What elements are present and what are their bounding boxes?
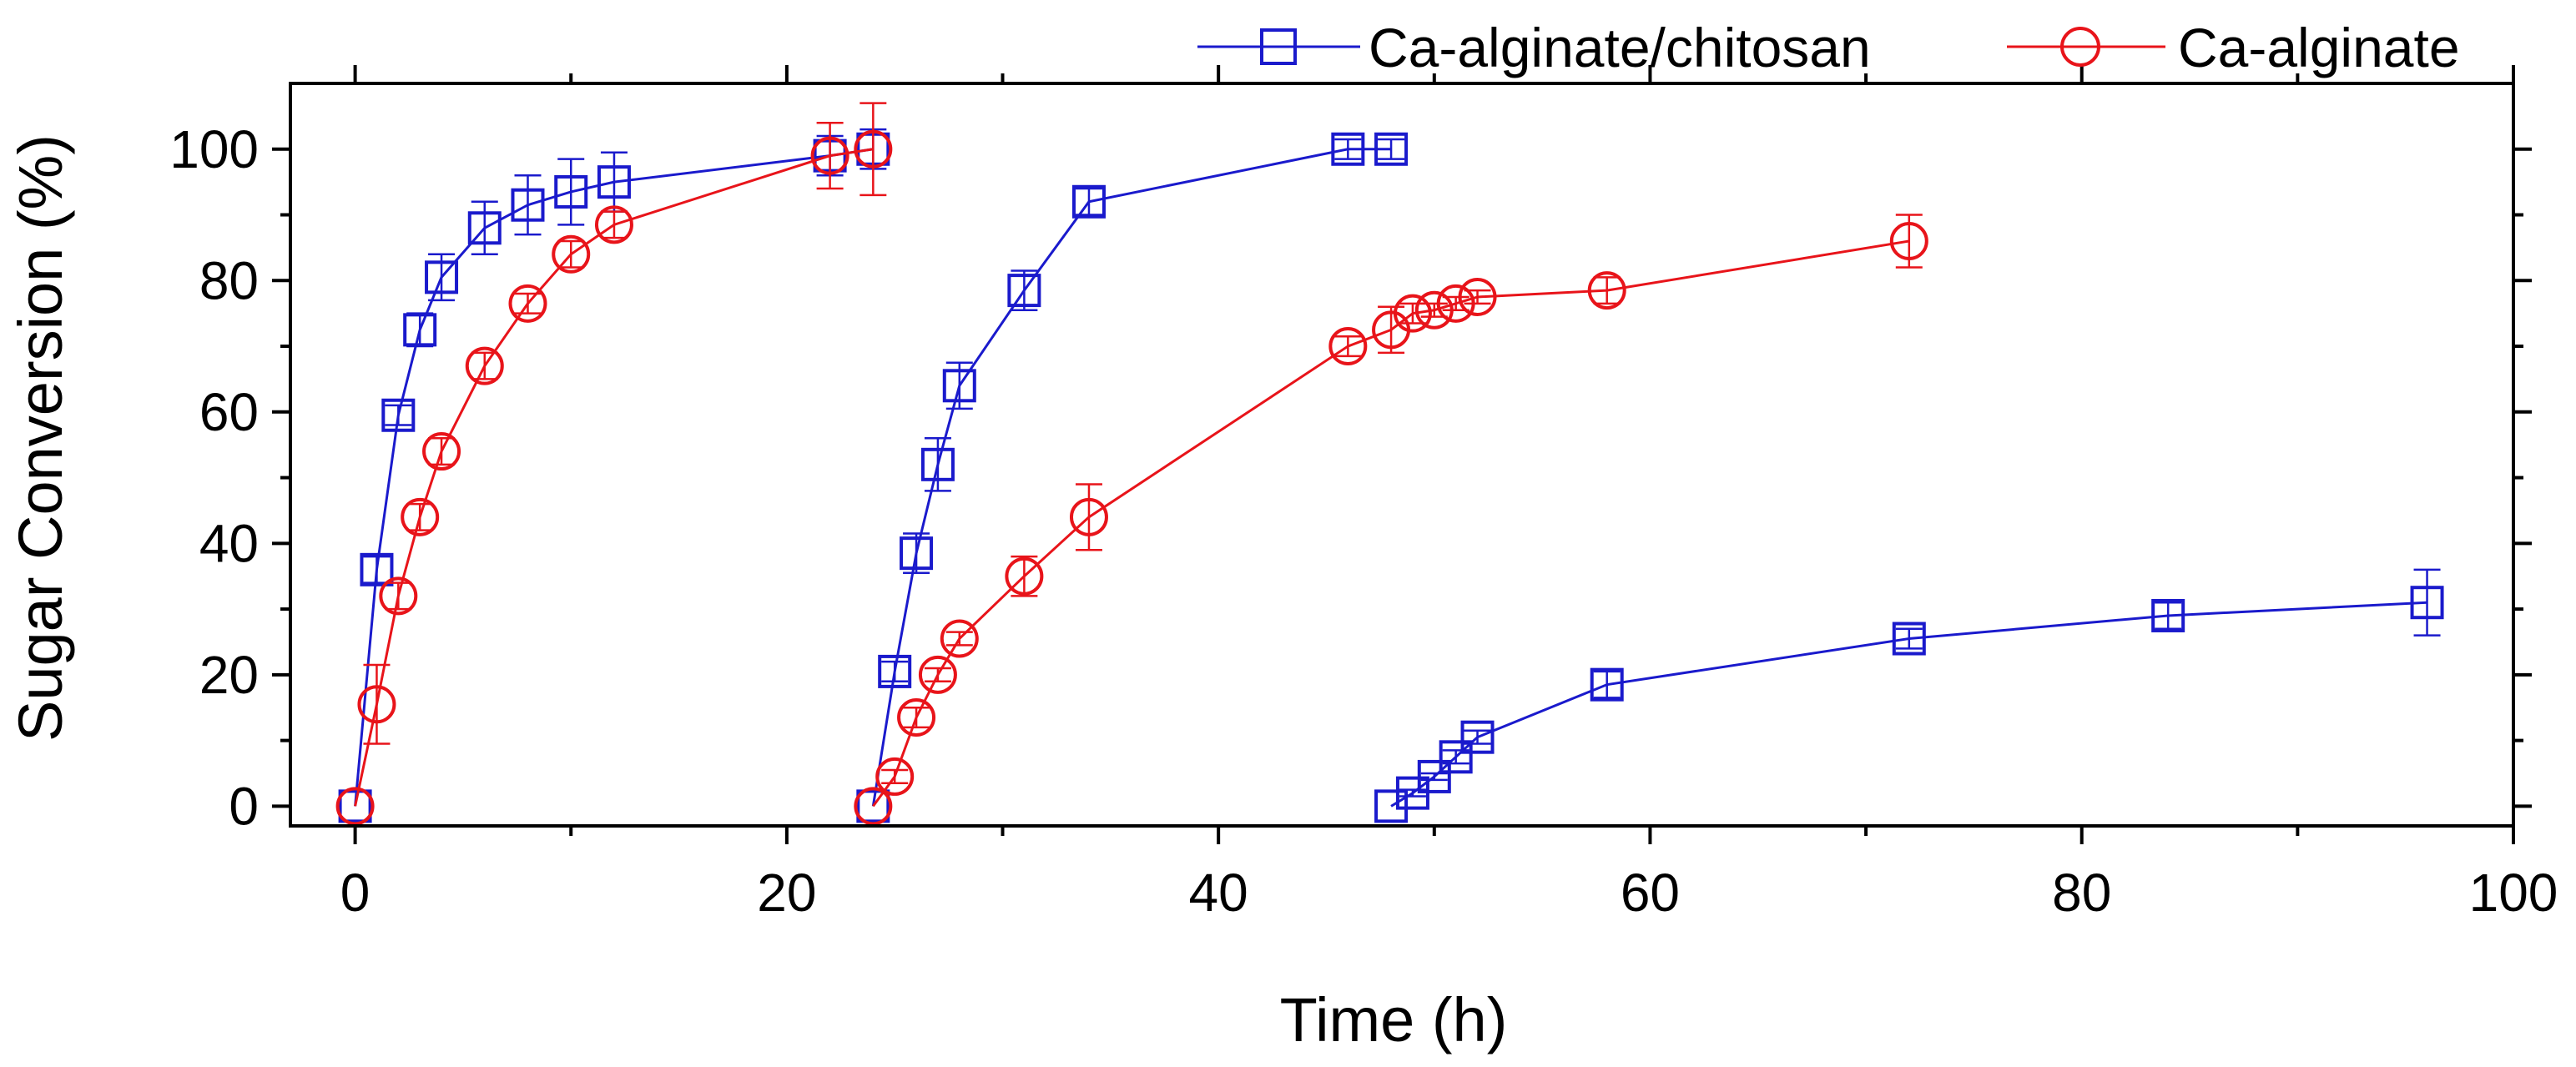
data-point-alginate xyxy=(1587,271,1626,310)
data-point-alginate xyxy=(552,234,591,274)
x-tick-label: 60 xyxy=(1621,863,1680,923)
data-point-alginate xyxy=(465,346,504,385)
data-point-alginate xyxy=(897,698,936,737)
legend-marker-chitosan xyxy=(1260,28,1297,65)
data-point-chitosan xyxy=(1590,667,1624,702)
data-point-alginate xyxy=(1889,222,1928,261)
x-axis-title: Time (h) xyxy=(1280,985,1508,1054)
data-point-chitosan xyxy=(511,188,545,222)
series-chitosan xyxy=(338,128,2444,823)
data-point-chitosan xyxy=(2410,586,2444,620)
data-point-chitosan xyxy=(920,447,955,481)
plot-area xyxy=(335,102,2444,826)
x-tick-label: 0 xyxy=(340,863,371,923)
y-tick-label: 60 xyxy=(199,382,259,442)
data-point-chitosan xyxy=(425,260,459,294)
data-point-alginate xyxy=(918,655,957,694)
data-point-chitosan xyxy=(1071,184,1106,219)
data-point-chitosan xyxy=(942,369,976,403)
axes: 0 20 40 60 80 100 0 20 40 60 80 100 xyxy=(169,65,2558,923)
data-point-chitosan xyxy=(1374,132,1409,166)
data-point-chitosan xyxy=(467,211,502,245)
data-point-alginate xyxy=(854,787,893,826)
data-point-chitosan xyxy=(381,398,416,432)
x-tick-label: 20 xyxy=(757,863,816,923)
data-point-chitosan xyxy=(2151,598,2185,632)
y-tick-label: 100 xyxy=(169,119,259,179)
data-point-chitosan xyxy=(338,789,372,823)
data-point-alginate xyxy=(1069,497,1108,536)
data-point-alginate xyxy=(1328,327,1368,366)
data-point-alginate xyxy=(335,787,375,826)
y-tick-label: 20 xyxy=(199,645,259,705)
legend: Ca-alginate/chitosan Ca-alginate xyxy=(1197,17,2460,78)
data-point-chitosan xyxy=(856,789,890,823)
data-point-alginate xyxy=(810,136,849,175)
data-point-alginate xyxy=(1393,294,1432,333)
data-point-alginate xyxy=(854,129,893,169)
legend-label-chitosan: Ca-alginate/chitosan xyxy=(1369,17,1871,78)
data-point-alginate xyxy=(401,497,440,536)
data-point-alginate xyxy=(357,685,396,724)
data-point-alginate xyxy=(1458,277,1497,316)
data-point-chitosan xyxy=(878,654,912,688)
legend-marker-alginate xyxy=(2060,27,2100,67)
x-tick-label: 80 xyxy=(2052,863,2111,923)
data-point-alginate xyxy=(379,576,418,616)
x-tick-label: 40 xyxy=(1189,863,1248,923)
data-point-chitosan xyxy=(1439,740,1473,774)
data-point-chitosan xyxy=(1007,274,1041,308)
data-point-chitosan xyxy=(554,174,588,209)
data-point-alginate xyxy=(1005,556,1044,596)
data-point-chitosan xyxy=(900,536,934,571)
data-point-alginate xyxy=(594,205,633,244)
data-point-chitosan xyxy=(1417,759,1451,793)
data-point-alginate xyxy=(875,757,915,796)
plot-frame xyxy=(289,82,2515,828)
data-point-chitosan xyxy=(1374,789,1409,823)
data-point-chitosan xyxy=(403,313,437,347)
data-point-alginate xyxy=(508,284,547,323)
data-point-chitosan xyxy=(1460,720,1495,754)
y-tick-label: 80 xyxy=(199,250,259,310)
data-point-chitosan xyxy=(360,552,394,586)
series-alginate xyxy=(335,102,1928,826)
legend-label-alginate: Ca-alginate xyxy=(2178,17,2460,78)
data-point-chitosan xyxy=(597,165,631,199)
data-point-alginate xyxy=(940,619,979,658)
data-point-chitosan xyxy=(1331,132,1365,166)
x-tick-label: 100 xyxy=(2469,863,2558,923)
y-tick-label: 40 xyxy=(199,513,259,573)
y-axis-title: Sugar Conversion (%) xyxy=(6,134,75,742)
data-point-chitosan xyxy=(1892,622,1926,656)
data-point-alginate xyxy=(422,432,461,471)
y-tick-label: 0 xyxy=(229,776,259,836)
